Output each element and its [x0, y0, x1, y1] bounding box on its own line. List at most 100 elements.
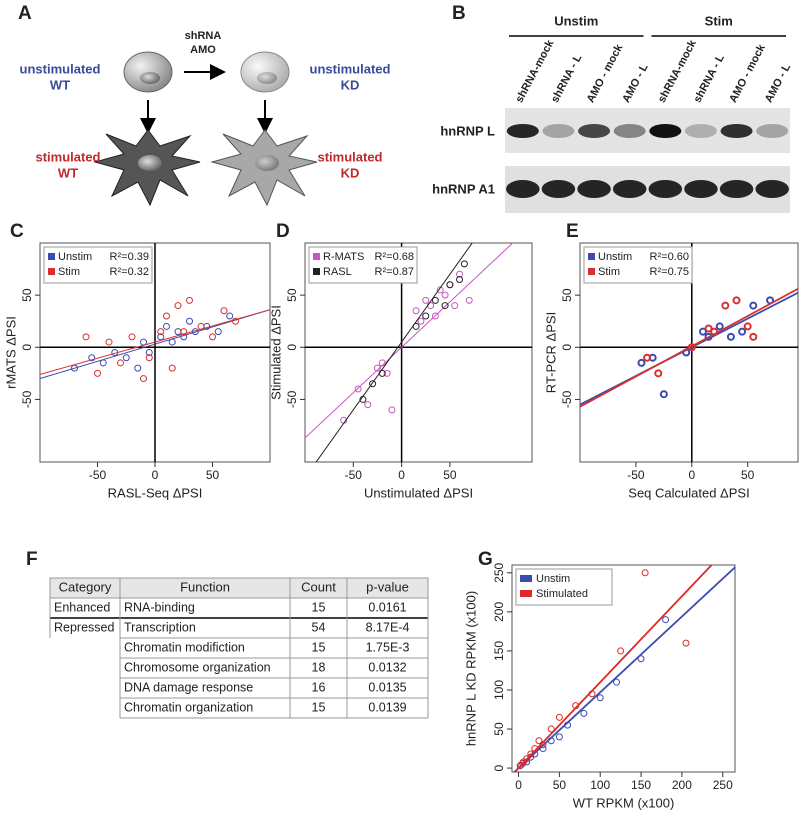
- point: [743, 322, 752, 331]
- point: [643, 353, 652, 362]
- point: [232, 317, 239, 325]
- treatment-label: shRNA: [185, 30, 222, 42]
- cell-label: unstimulated: [20, 61, 101, 76]
- y-tick-label: 200: [492, 602, 506, 622]
- table-cell: 18: [312, 660, 326, 674]
- point: [82, 333, 90, 341]
- x-axis-label: Seq Calculated ΔPSI: [628, 485, 749, 500]
- nucleus: [140, 72, 160, 84]
- fit-line: [305, 243, 514, 439]
- plot-area: [305, 243, 514, 462]
- x-tick-label: 200: [672, 778, 692, 792]
- point: [140, 375, 147, 383]
- band: [577, 180, 611, 198]
- point: [441, 291, 449, 299]
- table-cell: DNA damage response: [124, 680, 253, 694]
- chart: D -50 0 50 -50 0 50 Unstimulated ΔPSI Stimulated…: [268, 221, 533, 500]
- fit-line: [580, 287, 798, 408]
- lane-label: AMO - L: [620, 62, 651, 105]
- legend-swatch: [313, 268, 320, 275]
- nucleus: [255, 155, 279, 171]
- point: [88, 354, 96, 362]
- group-label: Unstim: [554, 13, 598, 28]
- point: [654, 369, 663, 378]
- point: [168, 364, 176, 372]
- point: [163, 312, 170, 320]
- x-tick-label: 100: [590, 778, 610, 792]
- plot-frame: [511, 564, 736, 773]
- table-cell: 15: [312, 600, 326, 614]
- fit-line: [513, 565, 713, 772]
- legend-r2: R²=0.39: [110, 251, 149, 263]
- point: [441, 302, 449, 310]
- point: [617, 647, 625, 655]
- point: [451, 302, 459, 310]
- point: [134, 364, 142, 372]
- fit-line: [40, 309, 270, 380]
- point: [220, 307, 228, 315]
- cell-label: KD: [341, 77, 360, 92]
- y-tick-label: -50: [560, 390, 574, 408]
- point: [383, 369, 391, 377]
- y-axis-label: hnRNP L KD RPKM (x100): [463, 591, 478, 746]
- x-tick-label: 0: [688, 468, 695, 482]
- point: [535, 737, 543, 745]
- point: [122, 354, 130, 362]
- point: [596, 694, 604, 702]
- y-axis-label: Stimulated ΔPSI: [268, 305, 283, 400]
- point: [682, 639, 690, 647]
- y-tick-label: -50: [20, 390, 34, 408]
- legend-label: Unstim: [536, 573, 570, 585]
- point: [422, 296, 430, 304]
- band: [684, 124, 717, 138]
- y-tick-label: 100: [492, 680, 506, 700]
- cell-label: WT: [58, 165, 78, 180]
- table-header: Count: [301, 579, 336, 594]
- table-cell: 0.0161: [368, 600, 406, 614]
- y-tick-label: 150: [492, 641, 506, 661]
- x-tick-label: 0: [398, 468, 405, 482]
- band: [506, 124, 539, 138]
- legend-swatch: [520, 575, 532, 582]
- row-label: hnRNP A1: [432, 181, 495, 196]
- table-cell: Chromatin organization: [124, 700, 253, 714]
- point: [523, 755, 531, 763]
- y-tick-label: 50: [560, 288, 574, 302]
- plot-area: [580, 287, 798, 408]
- point: [721, 301, 730, 310]
- x-tick-label: 50: [741, 468, 755, 482]
- band: [756, 124, 789, 138]
- point: [431, 312, 439, 320]
- legend-box: [308, 246, 418, 284]
- legend-label: R-MATS: [323, 251, 364, 263]
- x-tick-label: 0: [515, 778, 522, 792]
- lane-label: AMO - L: [763, 62, 794, 105]
- x-tick-label: 0: [152, 468, 159, 482]
- table-cell: 8.17E-4: [366, 620, 410, 634]
- lane-label: AMO - mock: [585, 42, 626, 105]
- point: [555, 733, 563, 741]
- point: [128, 333, 136, 341]
- plot-frame: [579, 242, 799, 463]
- band: [506, 180, 540, 198]
- fit-line: [513, 566, 735, 772]
- y-tick-label: 50: [492, 722, 506, 736]
- point: [749, 301, 758, 310]
- point: [456, 270, 464, 278]
- plot-frame: [304, 242, 533, 463]
- point: [186, 317, 193, 325]
- legend-box: [583, 246, 693, 284]
- panel-letter: D: [276, 221, 290, 242]
- treatment-label: AMO: [190, 44, 216, 56]
- y-tick-label: 0: [20, 344, 34, 351]
- y-tick-label: 0: [560, 344, 574, 351]
- table-cell: 15: [312, 640, 326, 654]
- point: [226, 312, 234, 320]
- point: [662, 616, 670, 624]
- point: [436, 286, 444, 294]
- point: [446, 281, 454, 289]
- cell-label: unstimulated: [310, 61, 391, 76]
- point: [580, 709, 588, 717]
- point: [214, 328, 222, 336]
